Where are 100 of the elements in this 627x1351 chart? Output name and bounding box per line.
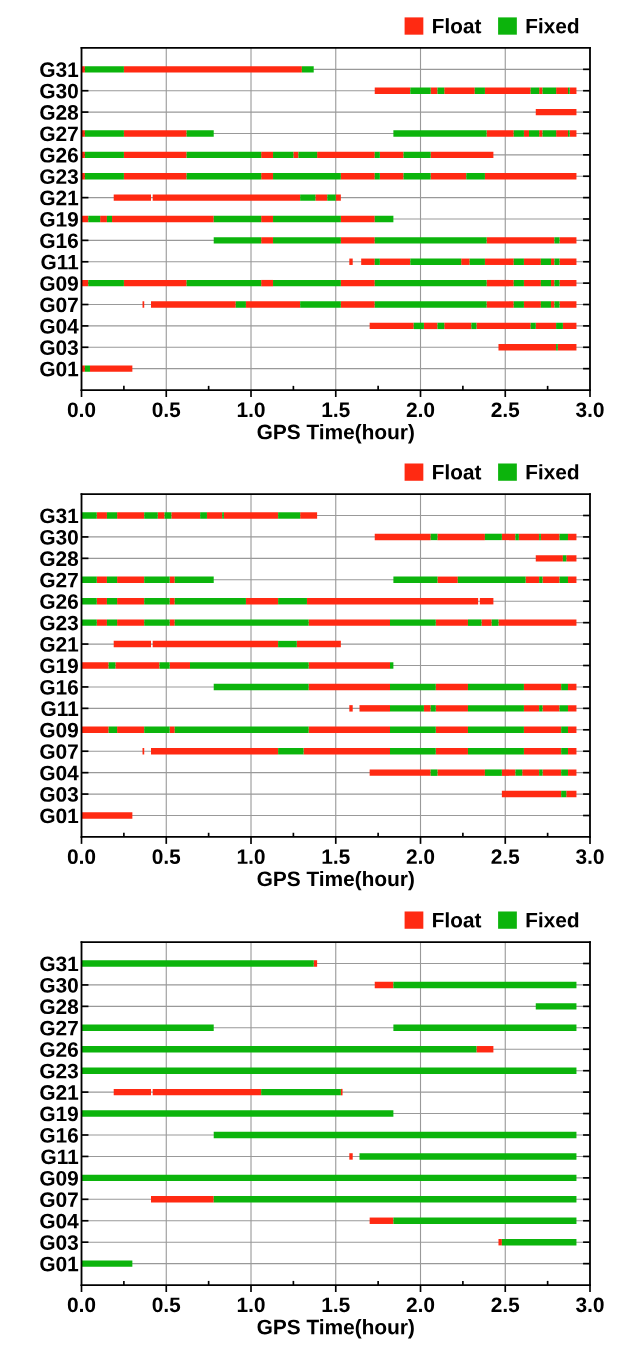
bar	[113, 640, 151, 648]
y-tick-label: G30	[40, 529, 78, 545]
bar	[554, 301, 560, 308]
bar	[144, 726, 170, 734]
y-tick-label: G01	[40, 808, 79, 824]
bar	[151, 1196, 214, 1203]
x-axis-title: GPS Time(hour)	[257, 870, 414, 891]
bar	[151, 748, 279, 755]
bar	[379, 151, 404, 159]
x-axis-title: GPS Time(hour)	[257, 424, 414, 444]
bar	[106, 512, 118, 519]
bar	[174, 598, 246, 605]
bar	[273, 151, 294, 159]
y-tick-label: G28	[40, 999, 79, 1015]
bar	[390, 662, 394, 669]
bar	[535, 1003, 577, 1010]
bar	[115, 662, 160, 669]
bar	[206, 512, 223, 519]
y-tick-label: G01	[40, 361, 79, 377]
bar	[540, 301, 552, 308]
bar	[559, 279, 577, 287]
y-tick-label: G04	[40, 765, 79, 781]
x-tick-label: 2.5	[491, 849, 520, 865]
bar	[169, 662, 190, 669]
bar	[369, 322, 414, 330]
bar	[303, 748, 390, 755]
y-tick-label: G21	[40, 637, 79, 652]
bar	[112, 215, 214, 223]
bar	[410, 258, 462, 265]
bar	[174, 726, 309, 734]
bar	[81, 960, 314, 967]
bar	[117, 598, 145, 605]
bar	[515, 533, 519, 541]
bar	[340, 279, 375, 287]
bar	[369, 769, 431, 776]
bar	[513, 130, 524, 137]
bar	[513, 258, 524, 265]
bar	[186, 279, 262, 287]
bar	[296, 640, 341, 648]
y-tick-label: G28	[40, 105, 79, 120]
bar	[539, 705, 543, 712]
bar	[393, 1024, 577, 1032]
bar	[88, 279, 124, 287]
bar	[379, 173, 404, 180]
legend-label: Float	[433, 912, 482, 928]
bar	[359, 1153, 577, 1160]
bar	[539, 769, 543, 776]
bar	[298, 151, 318, 159]
bar	[235, 301, 246, 308]
bar	[169, 619, 175, 626]
bar	[300, 512, 318, 519]
bar	[561, 726, 568, 734]
y-tick-label: G11	[41, 254, 79, 270]
bar	[106, 576, 118, 583]
y-tick-label: G16	[40, 233, 78, 249]
bar	[498, 344, 557, 351]
bar	[540, 279, 552, 287]
bar	[84, 173, 124, 180]
bar	[525, 576, 540, 583]
bar	[164, 512, 172, 519]
x-tick-label: 0.5	[152, 1297, 181, 1313]
bar	[393, 576, 438, 583]
x-tick-label: 0.5	[152, 402, 181, 418]
bar	[81, 1260, 133, 1267]
bar	[374, 258, 380, 265]
y-tick-label: G31	[40, 508, 79, 524]
x-tick-label: 0.0	[67, 402, 96, 418]
bar	[308, 662, 390, 669]
bar	[559, 705, 568, 712]
bar	[301, 66, 314, 73]
y-tick-label: G09	[40, 1170, 78, 1186]
bar	[435, 748, 468, 755]
bar	[81, 512, 97, 519]
bar	[559, 237, 577, 244]
x-tick-label: 2.0	[406, 402, 435, 418]
bar	[335, 194, 341, 201]
bar	[152, 194, 301, 201]
bar	[542, 769, 562, 776]
bar	[369, 1217, 394, 1224]
bar	[123, 130, 187, 137]
y-tick-label: G26	[40, 594, 78, 609]
x-tick-label: 2.0	[406, 1297, 435, 1313]
bar	[486, 301, 514, 308]
bar	[152, 1088, 262, 1096]
bar	[261, 215, 274, 223]
bar	[213, 1196, 577, 1203]
bar	[437, 533, 485, 541]
bar	[200, 512, 207, 519]
bar	[96, 512, 107, 519]
bar	[88, 215, 101, 223]
bar	[245, 301, 301, 308]
bar	[123, 151, 187, 159]
legend-label: Float	[433, 18, 482, 34]
bar	[317, 151, 375, 159]
bar	[467, 683, 524, 691]
bar	[123, 173, 187, 180]
bar	[569, 130, 577, 137]
y-tick-label: G31	[40, 956, 79, 972]
bar	[476, 1046, 494, 1053]
bar	[410, 87, 431, 94]
